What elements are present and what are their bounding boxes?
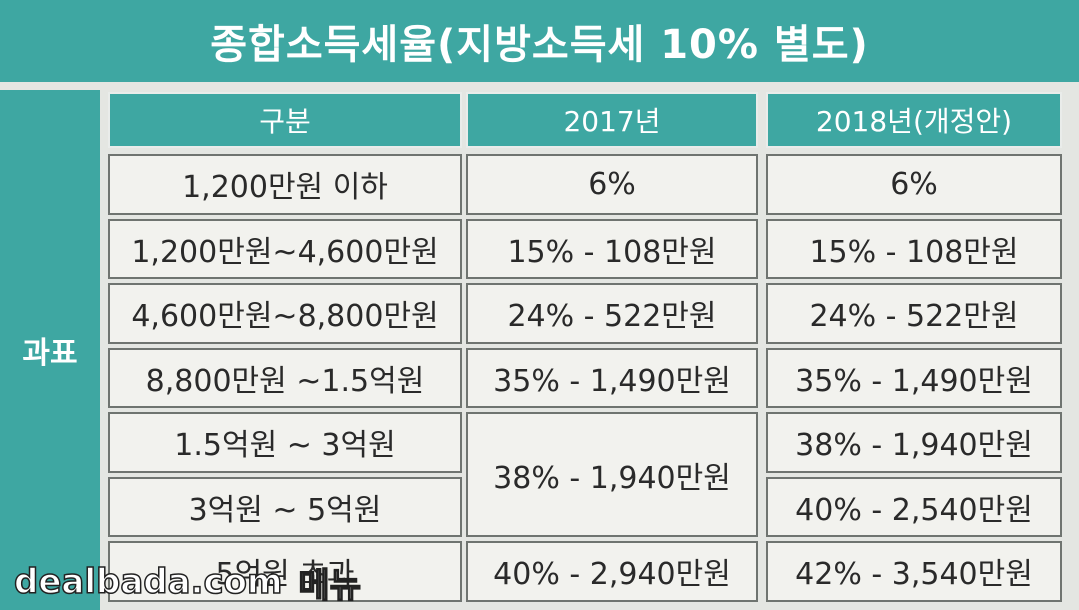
rate-2018: 6% [766,154,1062,215]
title: 종합소득세율(지방소득세 10% 별도) [0,0,1079,82]
rate-2017: 35% - 1,490만원 [466,347,758,408]
rate-2018: 15% - 108만원 [766,218,1062,279]
row-label: 4,600만원~8,800만원 [108,283,462,344]
rate-2018: 35% - 1,490만원 [766,347,1062,408]
rate-2018: 24% - 522만원 [766,283,1062,344]
watermark-word: 메뉴 [298,565,362,607]
row-label: 1.5억원 ~ 3억원 [108,412,462,473]
rate-2017: 15% - 108만원 [466,218,758,279]
row-label: 3억원 ~ 5억원 [108,476,462,537]
row-label: 5억원 초과 [108,541,462,602]
row-label: 1,200만원 이하 [108,154,462,215]
rate-2018: 42% - 3,540만원 [766,541,1062,602]
rate-2017: 24% - 522만원 [466,283,758,344]
rate-2018: 40% - 2,540만원 [766,476,1062,537]
rate-2017: 6% [466,154,758,215]
watermark: dealbada.com 메뉴 [13,558,362,607]
header-cell: 구분 [108,92,462,148]
watermark-site: dealbada.com [13,561,283,603]
row-label: 1,200만원~4,600만원 [108,218,462,279]
rate-2017: 40% - 2,940만원 [466,541,758,602]
rate-2018: 38% - 1,940만원 [766,412,1062,473]
row-label: 8,800만원 ~1.5억원 [108,347,462,408]
header-cell: 2018년(개정안) [766,92,1062,148]
rate-2017: 38% - 1,940만원 [466,412,758,537]
side-label: 과표 [0,90,100,610]
header-cell: 2017년 [466,92,758,148]
